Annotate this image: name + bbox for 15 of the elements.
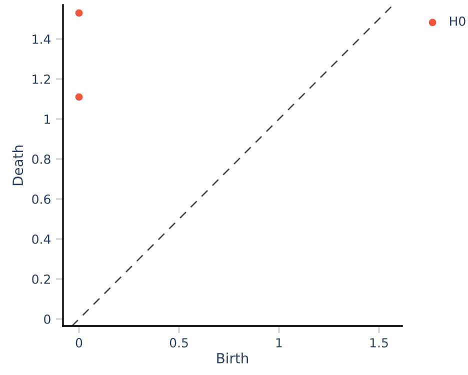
x-tick-label: 0.5: [170, 338, 188, 348]
y-tick-label: 0.8: [32, 154, 50, 164]
y-tick-label: 0.4: [32, 234, 50, 244]
x-axis-title: Birth: [217, 352, 248, 364]
legend-label: H0: [450, 16, 466, 26]
y-tick-label: 1.2: [32, 74, 50, 84]
y-tick-label: 0: [44, 314, 50, 324]
y-tick-label: 1: [44, 114, 50, 124]
x-tick-label: 0: [76, 338, 82, 348]
x-tick-label: 1: [276, 338, 282, 348]
y-axis-title: Death: [12, 146, 24, 186]
y-tick-label: 0.6: [32, 194, 50, 204]
y-tick-label: 1.4: [32, 34, 50, 44]
x-tick-label: 1.5: [370, 338, 388, 348]
y-tick-label: 0.2: [32, 274, 50, 284]
